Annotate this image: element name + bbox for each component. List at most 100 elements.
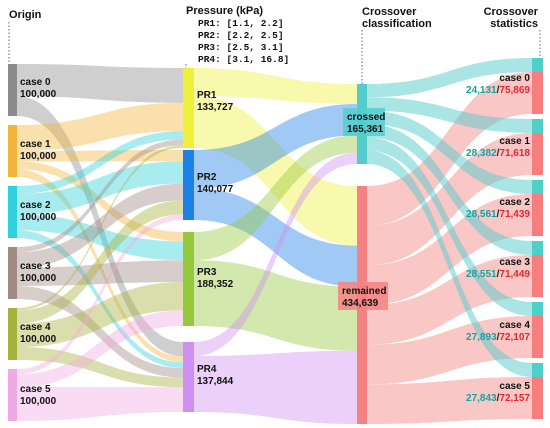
pressure-range-4: PR4: [3.1, 16.8] xyxy=(198,54,290,65)
link-remained-stat4 xyxy=(367,316,532,385)
origin-case5-label: case 5 xyxy=(20,384,51,395)
pressure-PR4-label: PR4 xyxy=(197,364,217,375)
remained-label-bg xyxy=(338,282,388,310)
stat-case2-remained: 71,439 xyxy=(499,209,530,220)
origin-case5-value: 100,000 xyxy=(20,396,57,407)
link-PR4-crossed xyxy=(194,152,357,356)
origin-header: Origin xyxy=(9,9,42,21)
link-crossed-stat4 xyxy=(367,137,532,316)
stat-bar-remained-3 xyxy=(532,255,543,297)
origin-bar-case3 xyxy=(8,247,17,299)
link-remained-stat2 xyxy=(367,194,532,305)
pressure-bar-PR2 xyxy=(183,150,194,220)
link-case0-PR1 xyxy=(17,64,183,103)
statistics-header-line1: Crossover xyxy=(483,6,538,18)
pressure-PR2-value: 140,077 xyxy=(197,184,234,195)
link-case5-PR3 xyxy=(17,310,183,388)
link-PR3-crossed xyxy=(194,135,357,261)
stat-case2-crossed: 28,561 xyxy=(466,209,497,220)
link-case1-PR3 xyxy=(17,161,183,242)
stat-case5-values: 27,843/72,157 xyxy=(466,393,530,404)
link-case5-PR4 xyxy=(17,387,183,421)
pressure-bar-PR1 xyxy=(183,68,194,148)
origin-case4-value: 100,000 xyxy=(20,334,57,345)
link-PR3-remained xyxy=(194,260,357,351)
link-case4-PR2 xyxy=(17,200,183,324)
stat-bar-crossed-3 xyxy=(532,241,543,255)
link-crossed-stat2 xyxy=(367,110,532,194)
pressure-PR3-value: 188,352 xyxy=(197,279,234,290)
stat-bar-remained-1 xyxy=(532,133,543,175)
stat-case5-crossed: 27,843 xyxy=(466,393,497,404)
pressure-range-3: PR3: [2.5, 3.1] xyxy=(198,42,284,53)
link-case2-PR4 xyxy=(17,230,183,369)
link-remained-stat1 xyxy=(367,133,532,266)
origin-case2-value: 100,000 xyxy=(20,212,57,223)
link-crossed-stat0 xyxy=(367,58,532,98)
link-case3-PR2 xyxy=(17,183,183,268)
link-case3-PR1 xyxy=(17,139,183,253)
link-remained-stat5 xyxy=(367,377,532,424)
stat-case1-crossed: 28,382 xyxy=(466,148,497,159)
origin-case3-value: 100,000 xyxy=(20,273,57,284)
stat-case3-crossed: 28,551 xyxy=(466,269,497,280)
remained-label: remained xyxy=(342,286,387,297)
link-case3-PR3 xyxy=(17,260,183,286)
origin-bar-case0 xyxy=(8,64,17,116)
stat-case5-remained: 72,157 xyxy=(499,393,530,404)
link-PR4-remained xyxy=(194,350,357,424)
stat-case3-remained: 71,449 xyxy=(499,269,530,280)
stat-case0-remained: 75,869 xyxy=(499,85,530,96)
link-crossed-stat3 xyxy=(367,124,532,255)
pressure-header: Pressure (kPa) xyxy=(186,5,264,17)
link-case2-PR1 xyxy=(17,131,183,194)
stat-case4-label: case 4 xyxy=(499,320,530,331)
stat-case1-remained: 71,618 xyxy=(499,148,530,159)
link-case5-PR2 xyxy=(17,214,183,375)
crossed-value: 165,361 xyxy=(347,124,384,135)
stat-case1-label: case 1 xyxy=(499,136,530,147)
stat-case5-label: case 5 xyxy=(499,381,530,392)
stat-bar-crossed-5 xyxy=(532,363,543,377)
stat-case0-values: 24,131/75,869 xyxy=(466,85,530,96)
stat-bar-crossed-1 xyxy=(532,119,543,133)
origin-case1-value: 100,000 xyxy=(20,151,57,162)
pressure-PR4-value: 137,844 xyxy=(197,376,234,387)
link-PR1-remained xyxy=(194,96,357,246)
remained-value: 434,639 xyxy=(342,298,379,309)
stat-case4-values: 27,893/72,107 xyxy=(466,332,530,343)
stat-case2-values: 28,561/71,439 xyxy=(466,209,530,220)
pressure-PR3-label: PR3 xyxy=(197,267,217,278)
pressure-PR1-value: 133,727 xyxy=(197,102,234,113)
link-PR2-remained xyxy=(194,188,357,287)
crossover-header-line1: Crossover xyxy=(362,6,417,18)
link-case3-PR4 xyxy=(17,286,183,378)
origin-case0-label: case 0 xyxy=(20,77,51,88)
stat-bar-remained-4 xyxy=(532,316,543,358)
pressure-PR1-label: PR1 xyxy=(197,90,217,101)
link-case4-PR1 xyxy=(17,145,183,311)
stat-case4-crossed: 27,893 xyxy=(466,332,497,343)
crossed-label: crossed xyxy=(347,112,386,123)
stat-bar-remained-2 xyxy=(532,194,543,236)
stat-bar-crossed-0 xyxy=(532,58,543,72)
link-case1-PR1 xyxy=(17,102,183,151)
link-case0-PR4 xyxy=(17,96,183,357)
origin-case3-label: case 3 xyxy=(20,261,51,272)
crossover-header-line2: classification xyxy=(362,18,432,30)
link-case4-PR4 xyxy=(17,347,183,388)
pressure-range-2: PR2: [2.2, 2.5] xyxy=(198,30,284,41)
stat-case4-remained: 72,107 xyxy=(499,332,530,343)
pressure-PR2-label: PR2 xyxy=(197,172,217,183)
stat-case3-values: 28,551/71,449 xyxy=(466,269,530,280)
stat-bar-crossed-2 xyxy=(532,180,543,194)
link-PR2-crossed xyxy=(194,104,357,189)
origin-bar-case5 xyxy=(8,369,17,421)
stat-case1-values: 28,382/71,618 xyxy=(466,148,530,159)
stat-bar-remained-5 xyxy=(532,377,543,419)
origin-bar-case2 xyxy=(8,186,17,238)
origin-bar-case1 xyxy=(8,125,17,177)
origin-case2-label: case 2 xyxy=(20,200,51,211)
